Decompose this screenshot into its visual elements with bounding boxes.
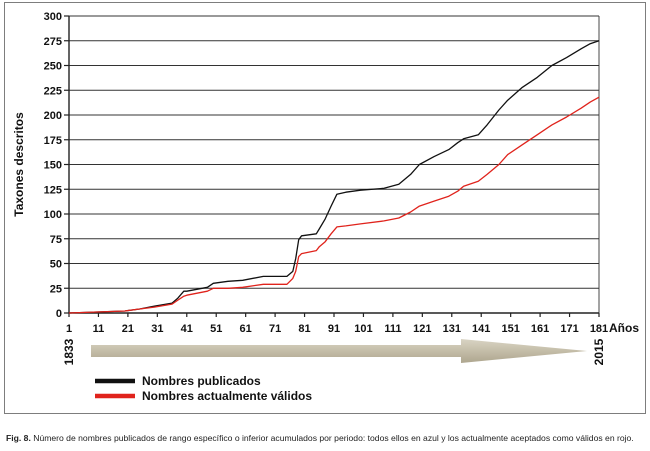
series-line-1 [68, 40, 600, 314]
legend-label-2: Nombres actualmente válidos [142, 389, 312, 403]
x-tick-label-61: 61 [240, 323, 252, 335]
series-line-2 [68, 96, 600, 314]
x-tick-label-51: 51 [210, 323, 222, 335]
y-tick-label-150: 150 [44, 160, 62, 172]
caption-prefix: Fig. 8. [6, 433, 31, 443]
y-tick-label-100: 100 [44, 209, 62, 221]
y-tick-label-250: 250 [44, 61, 62, 73]
figure-frame: 0 25 50 75 100 125 150 175 200 225 250 275 300 1 11 21… [4, 2, 646, 414]
y-tick-label-300: 300 [44, 11, 62, 23]
end-year-label: 2015 [592, 338, 606, 365]
x-tick-label-71: 71 [269, 323, 281, 335]
y-tick-label-25: 25 [50, 283, 62, 295]
start-year-label: 1833 [62, 338, 76, 365]
y-tick-label-50: 50 [50, 259, 62, 271]
x-axis-label: Años [609, 321, 639, 335]
x-tick-label-131: 131 [443, 323, 461, 335]
x-tick-label-151: 151 [501, 323, 519, 335]
y-tick-label-75: 75 [50, 234, 62, 246]
x-tick-label-101: 101 [354, 323, 372, 335]
x-tick-label-81: 81 [298, 323, 310, 335]
x-tick-label-171: 171 [560, 323, 578, 335]
y-tick-label-175: 175 [44, 135, 62, 147]
x-tick-label-1: 1 [66, 323, 72, 335]
x-tick-label-91: 91 [328, 323, 340, 335]
x-tick-label-31: 31 [151, 323, 163, 335]
x-tick-label-21: 21 [122, 323, 134, 335]
caption-text: Número de nombres publicados de rango es… [30, 433, 634, 443]
y-tick-label-200: 200 [44, 110, 62, 122]
x-tick-label-161: 161 [531, 323, 549, 335]
x-tick-label-141: 141 [472, 323, 490, 335]
y-tick-label-125: 125 [44, 184, 62, 196]
legend-label-1: Nombres publicados [142, 374, 261, 388]
y-tick-label-225: 225 [44, 85, 62, 97]
x-tick-label-121: 121 [413, 323, 431, 335]
y-axis-label: Taxones descritos [12, 112, 26, 217]
timeline-arrow [91, 339, 587, 363]
x-tick-label-111: 111 [384, 323, 401, 335]
x-tick-label-181: 181 [590, 323, 608, 335]
figure-caption: Fig. 8. Número de nombres publicados de … [6, 433, 646, 443]
y-tick-label-275: 275 [44, 36, 62, 48]
x-tick-label-11: 11 [93, 323, 105, 335]
y-tick-label-0: 0 [56, 308, 62, 320]
x-tick-label-41: 41 [181, 323, 193, 335]
